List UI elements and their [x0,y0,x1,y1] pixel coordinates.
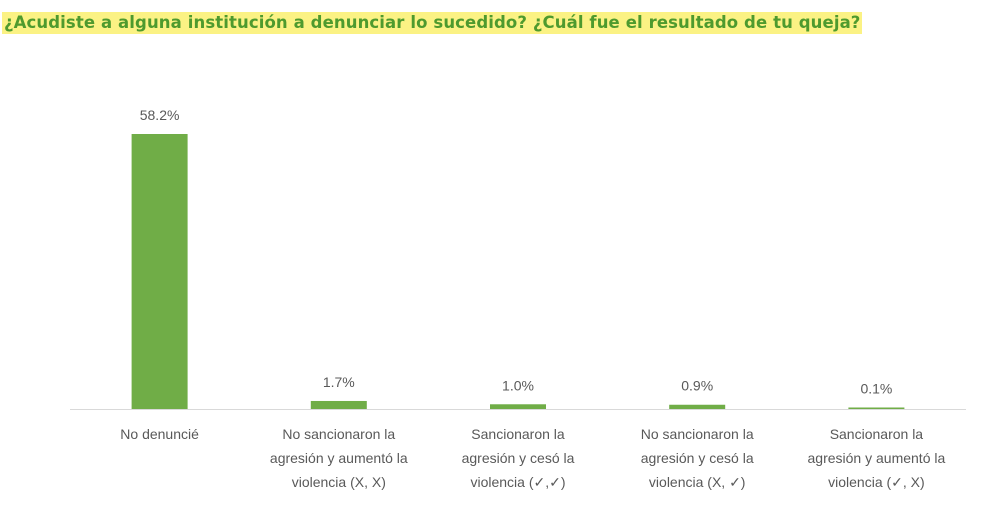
data-label-5: 0.1% [860,381,892,397]
bar-3 [490,404,546,409]
category-label-5-line-3: violencia (✓, X) [828,474,925,490]
bar-4 [669,404,726,409]
bar-5 [848,407,905,409]
bars-group [131,134,905,409]
category-label-4-line-3: violencia (X, ✓) [649,474,746,490]
category-label-2-line-2: agresión y aumentó la [270,450,408,466]
data-label-1: 58.2% [140,107,180,123]
category-label-3-line-2: agresión y cesó la [462,450,575,466]
category-label-1-line-1: No denuncié [120,426,199,442]
category-label-4-line-2: agresión y cesó la [641,450,754,466]
data-label-3: 1.0% [502,377,534,393]
data-label-4: 0.9% [681,378,713,394]
category-label-5-line-2: agresión y aumentó la [808,450,946,466]
category-labels-group: No denuncié No sancionaron la agresión y a… [120,426,945,490]
bar-1 [131,134,188,409]
category-label-3-line-3: violencia (✓,✓) [470,474,565,490]
category-label-2-line-3: violencia (X, X) [292,474,386,490]
category-label-2-line-1: No sancionaron la [282,426,395,442]
bar-2 [310,400,367,409]
category-label-3-line-1: Sancionaron la [471,426,565,442]
category-label-5-line-1: Sancionaron la [830,426,924,442]
category-label-4-line-1: No sancionaron la [641,426,754,442]
value-labels-group: 58.2% 1.7% 1.0% 0.9% 0.1% [140,107,893,397]
data-label-2: 1.7% [323,374,355,390]
page-title: ¿Acudiste a alguna institución a denunci… [2,12,863,34]
